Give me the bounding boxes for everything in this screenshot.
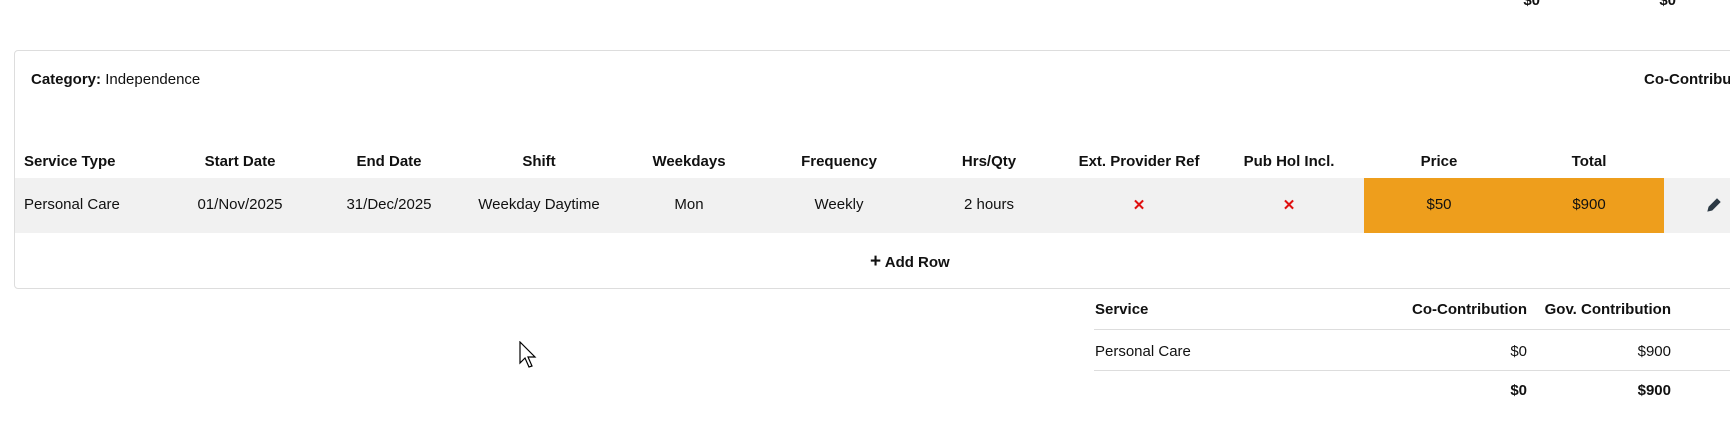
cell-price: $50 — [1426, 196, 1452, 213]
add-row-label: Add Row — [884, 254, 950, 271]
header-end-date: End Date — [356, 153, 422, 170]
category-card — [14, 50, 1730, 289]
header-start-date: Start Date — [204, 153, 276, 170]
summary-total-gov: $900 — [1637, 382, 1671, 399]
category-heading: Category: Independence — [31, 71, 200, 88]
summary-row-service: Personal Care — [1095, 343, 1191, 360]
summary-row-gov: $900 — [1637, 343, 1671, 360]
summary-header-co: Co-Contribution — [1412, 301, 1527, 318]
header-ext-provider-ref: Ext. Provider Ref — [1078, 153, 1200, 170]
add-row-button[interactable]: + Add Row — [870, 251, 950, 273]
summary-row-co: $0 — [1510, 343, 1527, 360]
cell-start-date: 01/Nov/2025 — [197, 196, 283, 213]
category-value: Independence — [105, 71, 201, 88]
header-pub-hol: Pub Hol Incl. — [1243, 153, 1335, 170]
divider — [1094, 329, 1730, 330]
cell-service-type: Personal Care — [24, 196, 120, 213]
top-gov-total: $0 — [1659, 0, 1676, 9]
cell-end-date: 31/Dec/2025 — [346, 196, 432, 213]
summary-total-co: $0 — [1510, 382, 1527, 399]
mouse-cursor-icon — [519, 341, 537, 368]
co-contribution-label: Co-Contribu — [1644, 71, 1730, 88]
cell-shift: Weekday Daytime — [478, 196, 600, 213]
plus-icon: + — [870, 251, 882, 272]
divider — [1094, 370, 1730, 371]
top-co-total: $0 — [1523, 0, 1540, 9]
header-price: Price — [1420, 153, 1458, 170]
cell-hrs: 2 hours — [963, 196, 1015, 213]
cell-frequency: Weekly — [814, 196, 864, 213]
price-highlight — [1364, 178, 1664, 233]
category-label: Category: — [31, 71, 102, 88]
cell-total: $900 — [1572, 196, 1606, 213]
header-weekdays: Weekdays — [652, 153, 726, 170]
cell-weekdays: Mon — [674, 196, 704, 213]
summary-header-service: Service — [1095, 301, 1149, 318]
pencil-edit-icon[interactable] — [1706, 197, 1722, 213]
header-hrs-qty: Hrs/Qty — [961, 153, 1017, 170]
header-service-type: Service Type — [24, 153, 116, 170]
summary-header-gov: Gov. Contribution — [1544, 301, 1671, 318]
header-frequency: Frequency — [801, 153, 877, 170]
header-shift: Shift — [522, 153, 556, 170]
cross-icon: ✕ — [1132, 197, 1146, 214]
cross-icon: ✕ — [1282, 197, 1296, 214]
header-total: Total — [1571, 153, 1607, 170]
